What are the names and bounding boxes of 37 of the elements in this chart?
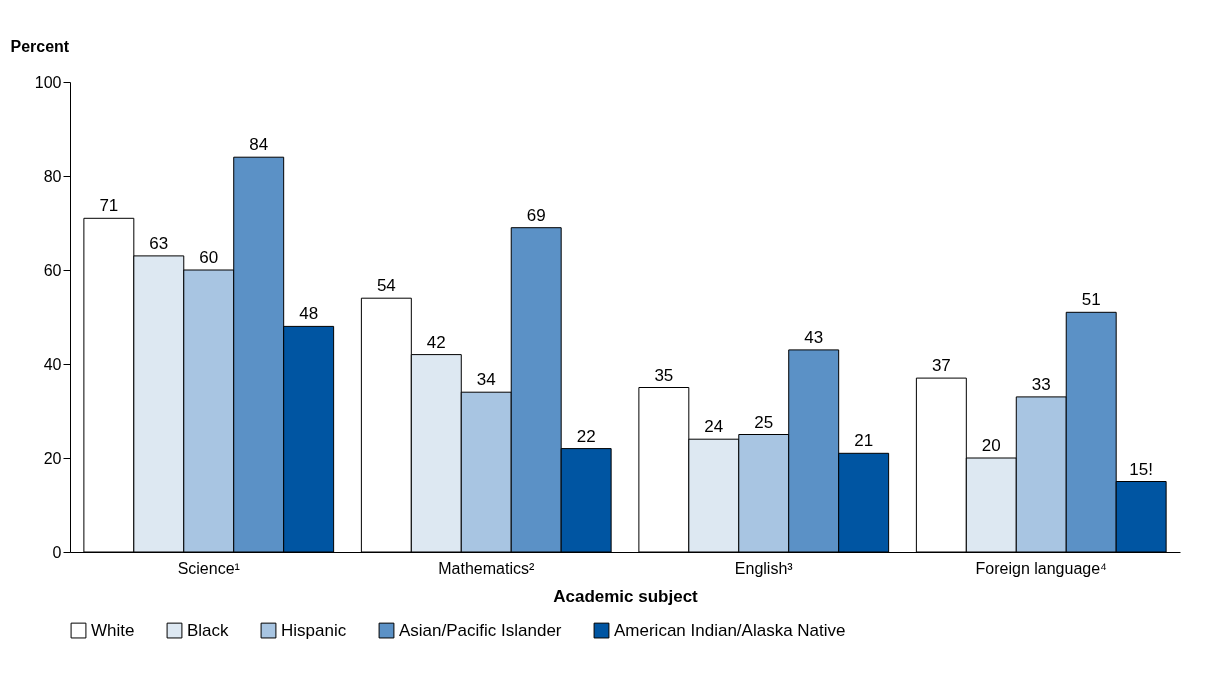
x-tick-label: Science¹ xyxy=(177,559,240,577)
data-label: 42 xyxy=(426,332,446,352)
y-axis-title: Percent xyxy=(10,37,70,55)
data-label: 34 xyxy=(476,370,496,390)
data-label: 15! xyxy=(1129,459,1153,479)
legend-label: American Indian/Alaska Native xyxy=(614,620,846,640)
data-label: 25 xyxy=(754,412,774,432)
data-label: 22 xyxy=(576,426,596,446)
data-label: 20 xyxy=(981,436,1001,455)
y-tick-label: 40 xyxy=(43,355,62,373)
data-label: 43 xyxy=(804,327,824,347)
data-label: 24 xyxy=(704,417,724,437)
y-tick-label: 20 xyxy=(43,449,62,467)
legend-label: Hispanic xyxy=(281,620,347,640)
legend-label: Asian/Pacific Islander xyxy=(399,620,562,640)
data-label: 60 xyxy=(199,248,219,267)
data-label: 48 xyxy=(299,304,319,324)
data-label: 71 xyxy=(99,196,119,216)
y-tick-label: 0 xyxy=(52,543,62,561)
legend-label: Black xyxy=(187,620,230,640)
x-tick-label: English³ xyxy=(734,559,794,577)
data-label: 54 xyxy=(376,276,396,296)
x-axis-title: Academic subject xyxy=(553,586,699,606)
x-tick-label: Foreign language⁴ xyxy=(975,559,1108,577)
data-label: 21 xyxy=(854,431,874,451)
data-label: 33 xyxy=(1031,374,1051,394)
y-tick-label: 100 xyxy=(34,73,62,91)
x-tick-label: Mathematics² xyxy=(438,559,535,577)
data-label: 84 xyxy=(249,135,269,155)
data-label: 69 xyxy=(526,205,546,225)
data-label: 51 xyxy=(1081,290,1101,310)
data-label: 37 xyxy=(931,356,951,376)
y-tick-label: 80 xyxy=(43,167,62,185)
data-label: 35 xyxy=(654,365,674,385)
legend-label: White xyxy=(91,620,135,640)
y-tick-label: 60 xyxy=(43,261,62,279)
data-label: 63 xyxy=(149,233,169,253)
